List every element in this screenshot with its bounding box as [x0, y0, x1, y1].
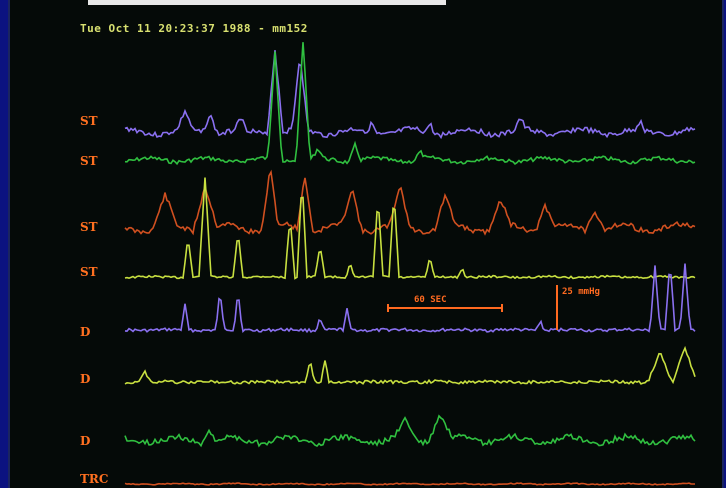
monitor-screen — [8, 0, 724, 488]
lead-label-7: D — [80, 434, 91, 448]
waveform-trace-1 — [124, 50, 696, 140]
timestamp-header: Tue Oct 11 20:23:37 1988 - mm152 — [80, 22, 308, 35]
waveform-trace-4 — [124, 177, 696, 280]
waveform-trace-3 — [124, 169, 696, 236]
waveform-trace-2 — [124, 42, 696, 166]
lead-label-5: D — [80, 325, 91, 339]
waveform-trace-5 — [124, 263, 696, 334]
lead-label-4: ST — [80, 265, 98, 279]
lead-label-8: TRC — [80, 472, 109, 486]
lead-label-6: D — [80, 372, 91, 386]
lead-label-3: ST — [80, 220, 98, 234]
waveform-trace-7 — [124, 414, 696, 448]
top-white-bar — [88, 0, 446, 5]
waveform-trace-8 — [124, 482, 695, 486]
lead-label-2: ST — [80, 154, 98, 168]
pressure-scale-label: 25 mmHg — [562, 287, 600, 297]
lead-label-1: ST — [80, 114, 98, 128]
waveform-trace-6 — [124, 345, 696, 385]
time-scale-label: 60 SEC — [414, 295, 447, 305]
